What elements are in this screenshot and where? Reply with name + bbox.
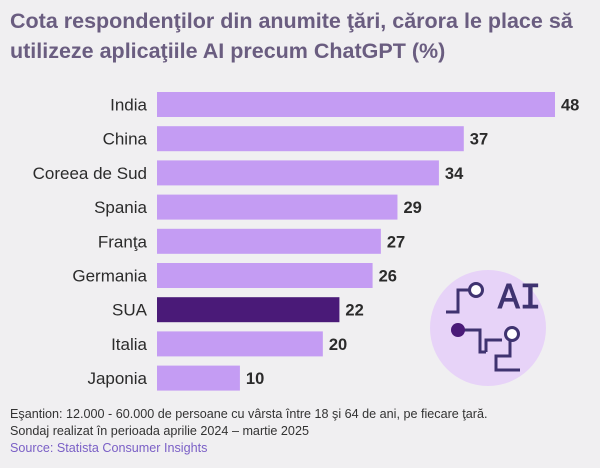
category-label-japonia: Japonia bbox=[87, 369, 147, 388]
sample-note: Eşantion: 12.000 - 60.000 de persoane cu… bbox=[10, 407, 488, 421]
circuit-line-4 bbox=[484, 338, 502, 352]
bar-frant-a bbox=[157, 228, 381, 254]
category-label-coreea-de-sud: Coreea de Sud bbox=[33, 164, 147, 183]
bar-chart: India 48 China 37 Coreea de Sud 34 Spania 29 Fra… bbox=[33, 92, 579, 391]
bar-germania bbox=[157, 263, 373, 288]
circuit-node-open-1 bbox=[468, 282, 484, 298]
circuit-line-1 bbox=[446, 288, 476, 314]
circuit-node-filled bbox=[451, 323, 465, 337]
ai-icon-text: AI bbox=[498, 278, 541, 319]
category-label-spania: Spania bbox=[94, 198, 147, 217]
bar-china bbox=[157, 126, 464, 152]
value-label-spania: 29 bbox=[403, 199, 421, 217]
bar-coreea-de-sud bbox=[157, 160, 439, 186]
survey-period-note: Sondaj realizat în perioada aprilie 2024… bbox=[10, 424, 309, 438]
chart-footer: Eşantion: 12.000 - 60.000 de persoane cu… bbox=[10, 406, 590, 457]
value-label-italia: 20 bbox=[329, 336, 347, 354]
value-label-china: 37 bbox=[470, 131, 488, 149]
bar-spania bbox=[157, 194, 398, 220]
bar-italia bbox=[157, 331, 323, 357]
circuit-line-2 bbox=[458, 328, 486, 354]
category-label-china: China bbox=[103, 130, 148, 149]
ai-circuit-icon: AI bbox=[430, 270, 546, 386]
bar-japonia bbox=[157, 365, 240, 391]
source-link[interactable]: Source: Statista Consumer Insights bbox=[10, 441, 208, 455]
category-label-italia: Italia bbox=[111, 335, 147, 354]
bar-india bbox=[157, 92, 555, 117]
category-label-india: India bbox=[110, 96, 147, 115]
value-label-japonia: 10 bbox=[246, 370, 264, 388]
category-label-frant-a: Franţa bbox=[98, 232, 148, 251]
chart-title: Cota respondenţilor din anumite ţări, că… bbox=[10, 9, 573, 63]
value-label-germania: 26 bbox=[379, 268, 397, 286]
bar-sua bbox=[157, 297, 340, 323]
value-label-frant-a: 27 bbox=[387, 233, 405, 251]
circuit-line-3 bbox=[494, 334, 520, 372]
value-label-india: 48 bbox=[561, 97, 579, 115]
category-label-germania: Germania bbox=[72, 267, 147, 286]
circuit-node-open-2 bbox=[504, 326, 520, 342]
value-label-sua: 22 bbox=[345, 302, 363, 320]
category-label-sua: SUA bbox=[112, 301, 148, 320]
value-label-coreea-de-sud: 34 bbox=[445, 165, 464, 183]
